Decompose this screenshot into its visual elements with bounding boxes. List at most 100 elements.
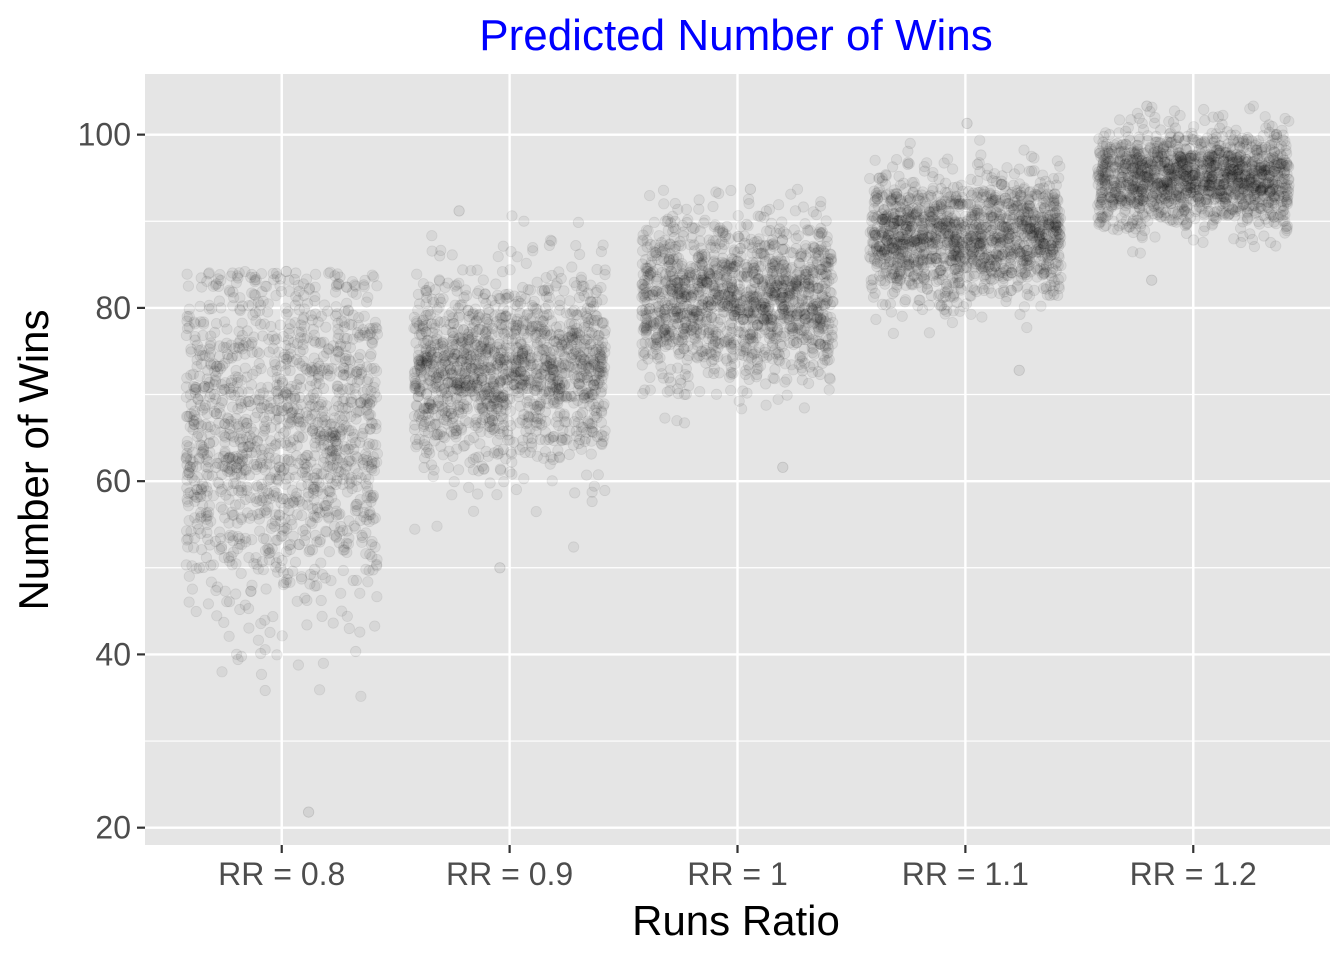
data-point bbox=[327, 617, 339, 629]
data-point bbox=[223, 630, 235, 642]
data-point bbox=[275, 562, 287, 574]
data-point bbox=[315, 336, 327, 348]
data-point bbox=[511, 300, 523, 312]
data-point bbox=[369, 620, 381, 632]
data-point bbox=[194, 512, 206, 524]
data-point bbox=[349, 505, 362, 517]
data-point bbox=[306, 544, 319, 556]
data-point bbox=[807, 359, 819, 371]
data-point bbox=[418, 461, 430, 474]
data-point bbox=[811, 246, 824, 258]
data-point bbox=[435, 361, 447, 373]
data-point bbox=[806, 346, 819, 359]
data-point bbox=[239, 265, 251, 278]
data-point bbox=[207, 559, 219, 571]
data-point bbox=[785, 188, 797, 200]
data-point bbox=[209, 376, 221, 388]
data-point bbox=[710, 388, 723, 400]
data-point bbox=[637, 387, 649, 400]
data-point bbox=[255, 647, 267, 660]
data-point bbox=[426, 230, 438, 242]
data-point bbox=[694, 385, 706, 398]
data-point bbox=[246, 509, 258, 522]
data-point bbox=[319, 525, 332, 537]
data-point bbox=[448, 476, 460, 488]
data-point bbox=[324, 454, 336, 466]
data-point bbox=[304, 578, 316, 590]
data-point bbox=[530, 303, 542, 315]
data-point bbox=[254, 525, 266, 537]
data-point bbox=[578, 321, 591, 333]
data-point bbox=[757, 278, 769, 290]
data-point bbox=[502, 288, 514, 300]
data-point bbox=[822, 261, 834, 273]
data-point bbox=[185, 398, 197, 411]
data-point bbox=[569, 487, 581, 499]
data-point bbox=[454, 299, 466, 311]
data-point bbox=[302, 478, 314, 491]
data-point bbox=[225, 429, 237, 441]
data-point bbox=[494, 463, 506, 475]
data-point bbox=[181, 439, 193, 452]
data-point bbox=[248, 288, 260, 301]
data-point bbox=[323, 267, 335, 279]
data-point bbox=[333, 387, 345, 399]
data-point bbox=[511, 319, 523, 331]
data-point bbox=[277, 579, 290, 591]
data-point bbox=[275, 497, 287, 509]
data-point bbox=[241, 453, 253, 466]
data-point bbox=[497, 369, 510, 381]
data-point bbox=[585, 448, 597, 460]
data-point bbox=[432, 394, 445, 406]
data-point bbox=[575, 274, 587, 286]
data-point bbox=[531, 276, 543, 288]
data-point bbox=[275, 405, 288, 417]
data-point bbox=[334, 410, 346, 422]
data-point bbox=[433, 301, 445, 313]
data-point bbox=[791, 268, 803, 281]
data-point bbox=[695, 282, 707, 294]
data-point bbox=[277, 404, 289, 417]
data-point bbox=[672, 203, 684, 215]
data-point bbox=[744, 310, 756, 322]
data-point bbox=[354, 436, 366, 449]
data-point bbox=[364, 506, 376, 518]
data-point bbox=[759, 302, 772, 314]
data-point bbox=[770, 348, 782, 360]
data-point bbox=[205, 559, 217, 572]
data-point bbox=[587, 398, 599, 410]
data-point bbox=[697, 323, 710, 336]
data-point bbox=[332, 380, 344, 393]
data-point bbox=[644, 371, 656, 383]
data-point bbox=[409, 523, 421, 535]
data-point bbox=[899, 294, 912, 306]
data-point bbox=[655, 360, 667, 372]
data-point bbox=[541, 360, 553, 372]
data-point bbox=[817, 350, 830, 362]
data-point bbox=[789, 278, 802, 290]
data-point bbox=[657, 184, 670, 196]
data-point bbox=[364, 393, 377, 405]
data-point bbox=[274, 373, 286, 385]
data-point bbox=[311, 387, 323, 399]
data-point bbox=[340, 537, 353, 549]
data-point bbox=[693, 194, 705, 206]
data-point bbox=[204, 340, 216, 352]
data-point bbox=[725, 337, 737, 350]
data-point bbox=[752, 210, 764, 222]
data-point bbox=[309, 268, 322, 280]
data-point bbox=[801, 308, 813, 320]
data-point bbox=[566, 261, 578, 273]
data-point bbox=[541, 341, 553, 354]
data-point bbox=[669, 333, 682, 345]
data-point bbox=[235, 567, 247, 580]
data-point bbox=[283, 327, 295, 339]
data-point bbox=[195, 272, 207, 284]
data-point bbox=[271, 649, 283, 661]
data-point bbox=[519, 379, 532, 391]
data-point bbox=[277, 493, 289, 505]
data-point bbox=[671, 415, 683, 427]
data-point bbox=[308, 494, 320, 506]
data-point bbox=[363, 515, 375, 528]
data-point bbox=[273, 470, 286, 482]
